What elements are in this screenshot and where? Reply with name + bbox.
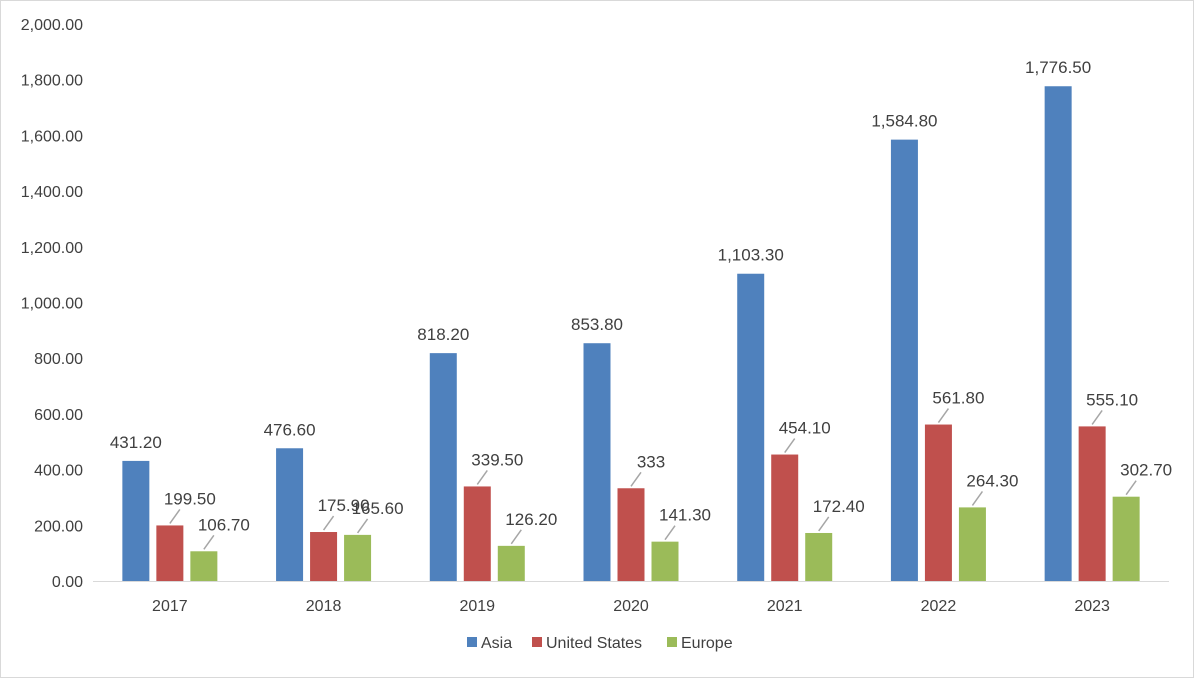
x-tick-label: 2020: [613, 598, 649, 615]
data-label-leader-line: [476, 470, 488, 485]
x-tick-label: 2021: [767, 598, 803, 615]
data-label-leader-line: [1091, 409, 1103, 425]
bar-united-states: [924, 424, 952, 581]
bar-asia: [122, 460, 150, 581]
data-label-leader-line: [203, 534, 215, 550]
bar-united-states: [310, 532, 338, 581]
data-label-leader-line: [784, 438, 796, 453]
legend-label: United States: [546, 635, 642, 652]
y-tick-label: 1,400.00: [21, 184, 83, 201]
y-tick-label: 800.00: [34, 351, 83, 368]
data-label: 818.20: [417, 325, 469, 344]
bar-united-states: [156, 525, 184, 581]
y-tick-label: 2,000.00: [21, 17, 83, 34]
legend-swatch: [667, 637, 677, 647]
y-tick-label: 600.00: [34, 407, 83, 424]
bar-europe: [1112, 496, 1140, 581]
data-label: 476.60: [264, 420, 316, 439]
data-label: 339.50: [471, 450, 523, 469]
data-label: 454.10: [779, 419, 831, 438]
data-label: 1,776.50: [1025, 58, 1091, 77]
legend: Asia United States Europe: [467, 635, 733, 652]
data-label: 555.10: [1086, 390, 1138, 409]
data-label-leader-line: [630, 471, 642, 487]
y-tick-label: 1,000.00: [21, 296, 83, 313]
bar-europe: [497, 545, 525, 581]
data-label-leader-line: [937, 408, 950, 423]
data-label-leader-line: [510, 529, 522, 545]
y-axis: 0.00 200.00 400.00 600.00 800.00 1,000.00 1,20…: [21, 17, 83, 591]
data-label-leader-line: [322, 515, 335, 531]
x-tick-label: 2022: [921, 598, 957, 615]
bar-europe: [344, 534, 372, 581]
bar-united-states: [617, 488, 645, 581]
y-tick-label: 1,600.00: [21, 128, 83, 145]
y-tick-label: 200.00: [34, 518, 83, 535]
bar-asia: [1044, 86, 1072, 581]
bar-asia: [429, 353, 457, 581]
data-label: 141.30: [659, 506, 711, 525]
data-label-leader-line: [971, 490, 984, 506]
bars: [122, 86, 1140, 582]
bar-united-states: [771, 454, 799, 581]
bar-asia: [583, 343, 611, 581]
x-tick-label: 2018: [306, 598, 342, 615]
data-label: 561.80: [932, 389, 984, 408]
legend-label: Asia: [481, 635, 512, 652]
bar-united-states: [1078, 426, 1106, 581]
bar-asia: [737, 273, 765, 581]
data-label: 172.40: [813, 497, 865, 516]
data-label: 165.60: [352, 499, 404, 518]
data-label: 431.20: [110, 433, 162, 452]
x-tick-label: 2017: [152, 598, 188, 615]
data-label: 106.70: [198, 515, 250, 534]
bar-europe: [651, 541, 679, 581]
data-label: 333: [637, 452, 665, 471]
data-label: 199.50: [164, 489, 216, 508]
bar-asia: [276, 448, 304, 581]
y-tick-label: 1,200.00: [21, 240, 83, 257]
x-tick-label: 2023: [1074, 598, 1110, 615]
data-label-leader-line: [818, 516, 830, 532]
data-label: 1,103.30: [718, 246, 784, 265]
bar-europe: [958, 507, 986, 581]
legend-swatch: [532, 637, 542, 647]
data-label: 302.70: [1120, 461, 1172, 480]
data-label-leader-line: [1125, 480, 1137, 496]
data-label: 853.80: [571, 315, 623, 334]
x-tick-label: 2019: [459, 598, 495, 615]
y-tick-label: 0.00: [52, 574, 83, 591]
bar-europe: [805, 532, 833, 581]
data-label: 1,584.80: [871, 112, 937, 131]
x-axis: 2017 2018 2019 2020 2021 2022 2023: [93, 581, 1169, 615]
data-label: 175.90: [318, 496, 370, 515]
bar-europe: [190, 551, 218, 581]
data-label: 264.30: [966, 471, 1018, 490]
legend-label: Europe: [681, 635, 733, 652]
legend-swatch: [467, 637, 477, 647]
data-label-leader-line: [169, 509, 181, 524]
bar-united-states: [463, 486, 491, 581]
data-label-leader-line: [356, 518, 369, 534]
y-tick-label: 1,800.00: [21, 73, 83, 90]
y-tick-label: 400.00: [34, 463, 83, 480]
bar-asia: [890, 139, 918, 582]
data-label-leader-line: [664, 525, 676, 541]
data-label: 126.20: [505, 510, 557, 529]
